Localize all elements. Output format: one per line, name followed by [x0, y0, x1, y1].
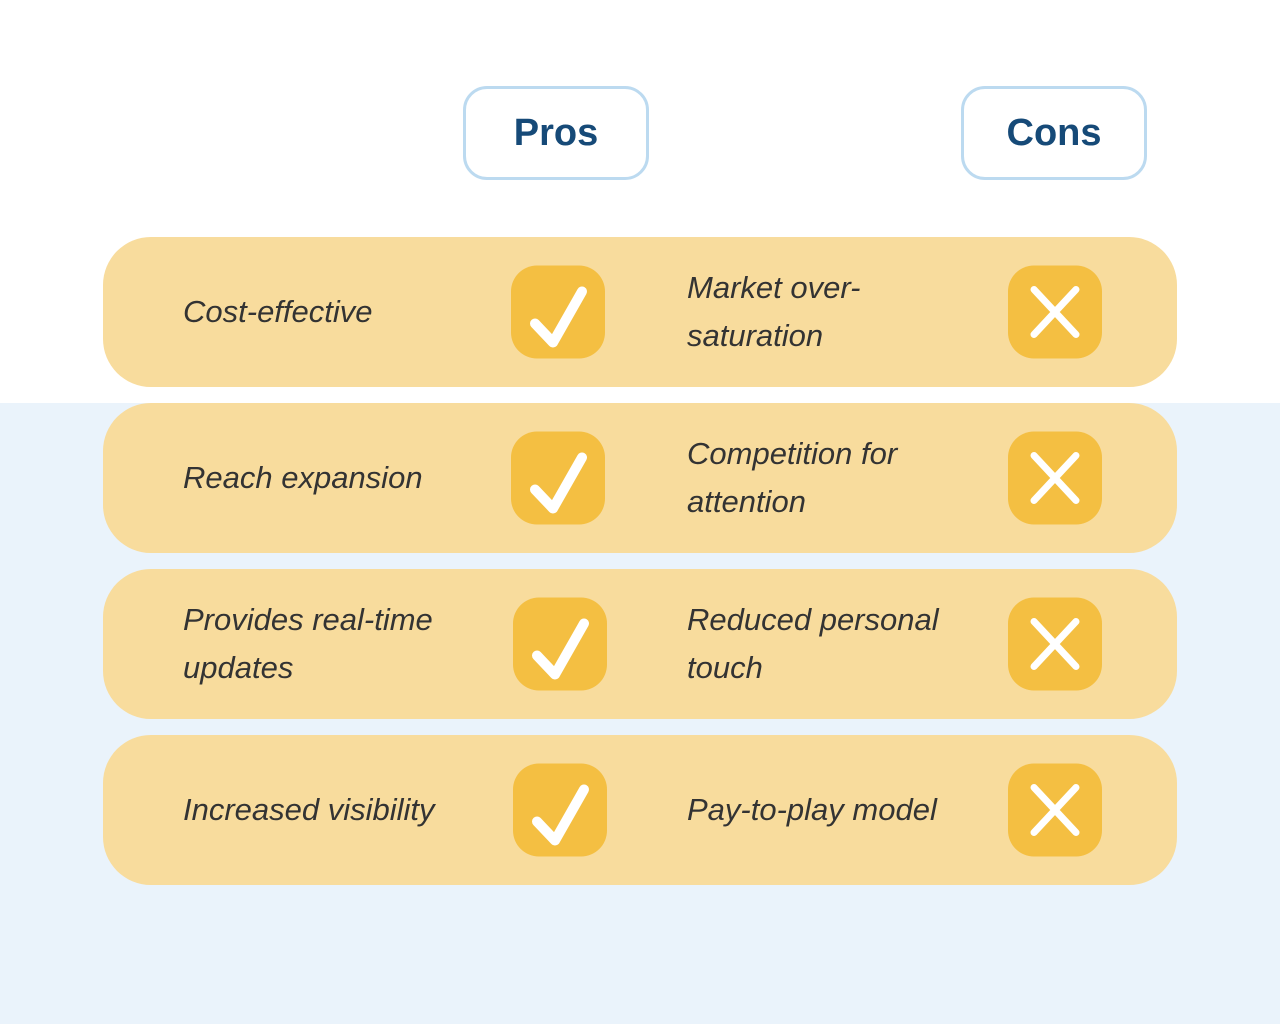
pro-text: Increased visibility: [183, 792, 435, 827]
x-icon: [1008, 763, 1102, 857]
pro-text: Provides real-time updates: [183, 602, 433, 685]
check-icon: [511, 431, 605, 525]
con-text: Market over-saturation: [687, 270, 861, 353]
pro-text: Cost-effective: [183, 294, 373, 329]
x-icon: [1008, 265, 1102, 359]
check-icon: [513, 763, 607, 857]
pro-text: Reach expansion: [183, 460, 423, 495]
comparison-row: Increased visibility Pay-to-play model: [103, 735, 1177, 885]
comparison-row: Cost-effective Market over-saturation: [103, 237, 1177, 387]
x-icon: [1008, 431, 1102, 525]
cons-header: Cons: [961, 86, 1147, 180]
con-text: Competition for attention: [687, 436, 898, 519]
con-text: Pay-to-play model: [687, 792, 937, 827]
comparison-row: Reach expansion Competition for attention: [103, 403, 1177, 553]
con-text: Reduced personal touch: [687, 602, 939, 685]
pros-header: Pros: [463, 86, 649, 180]
check-icon: [513, 597, 607, 691]
check-icon: [511, 265, 605, 359]
comparison-row: Provides real-time updates Reduced person…: [103, 569, 1177, 719]
x-icon: [1008, 597, 1102, 691]
